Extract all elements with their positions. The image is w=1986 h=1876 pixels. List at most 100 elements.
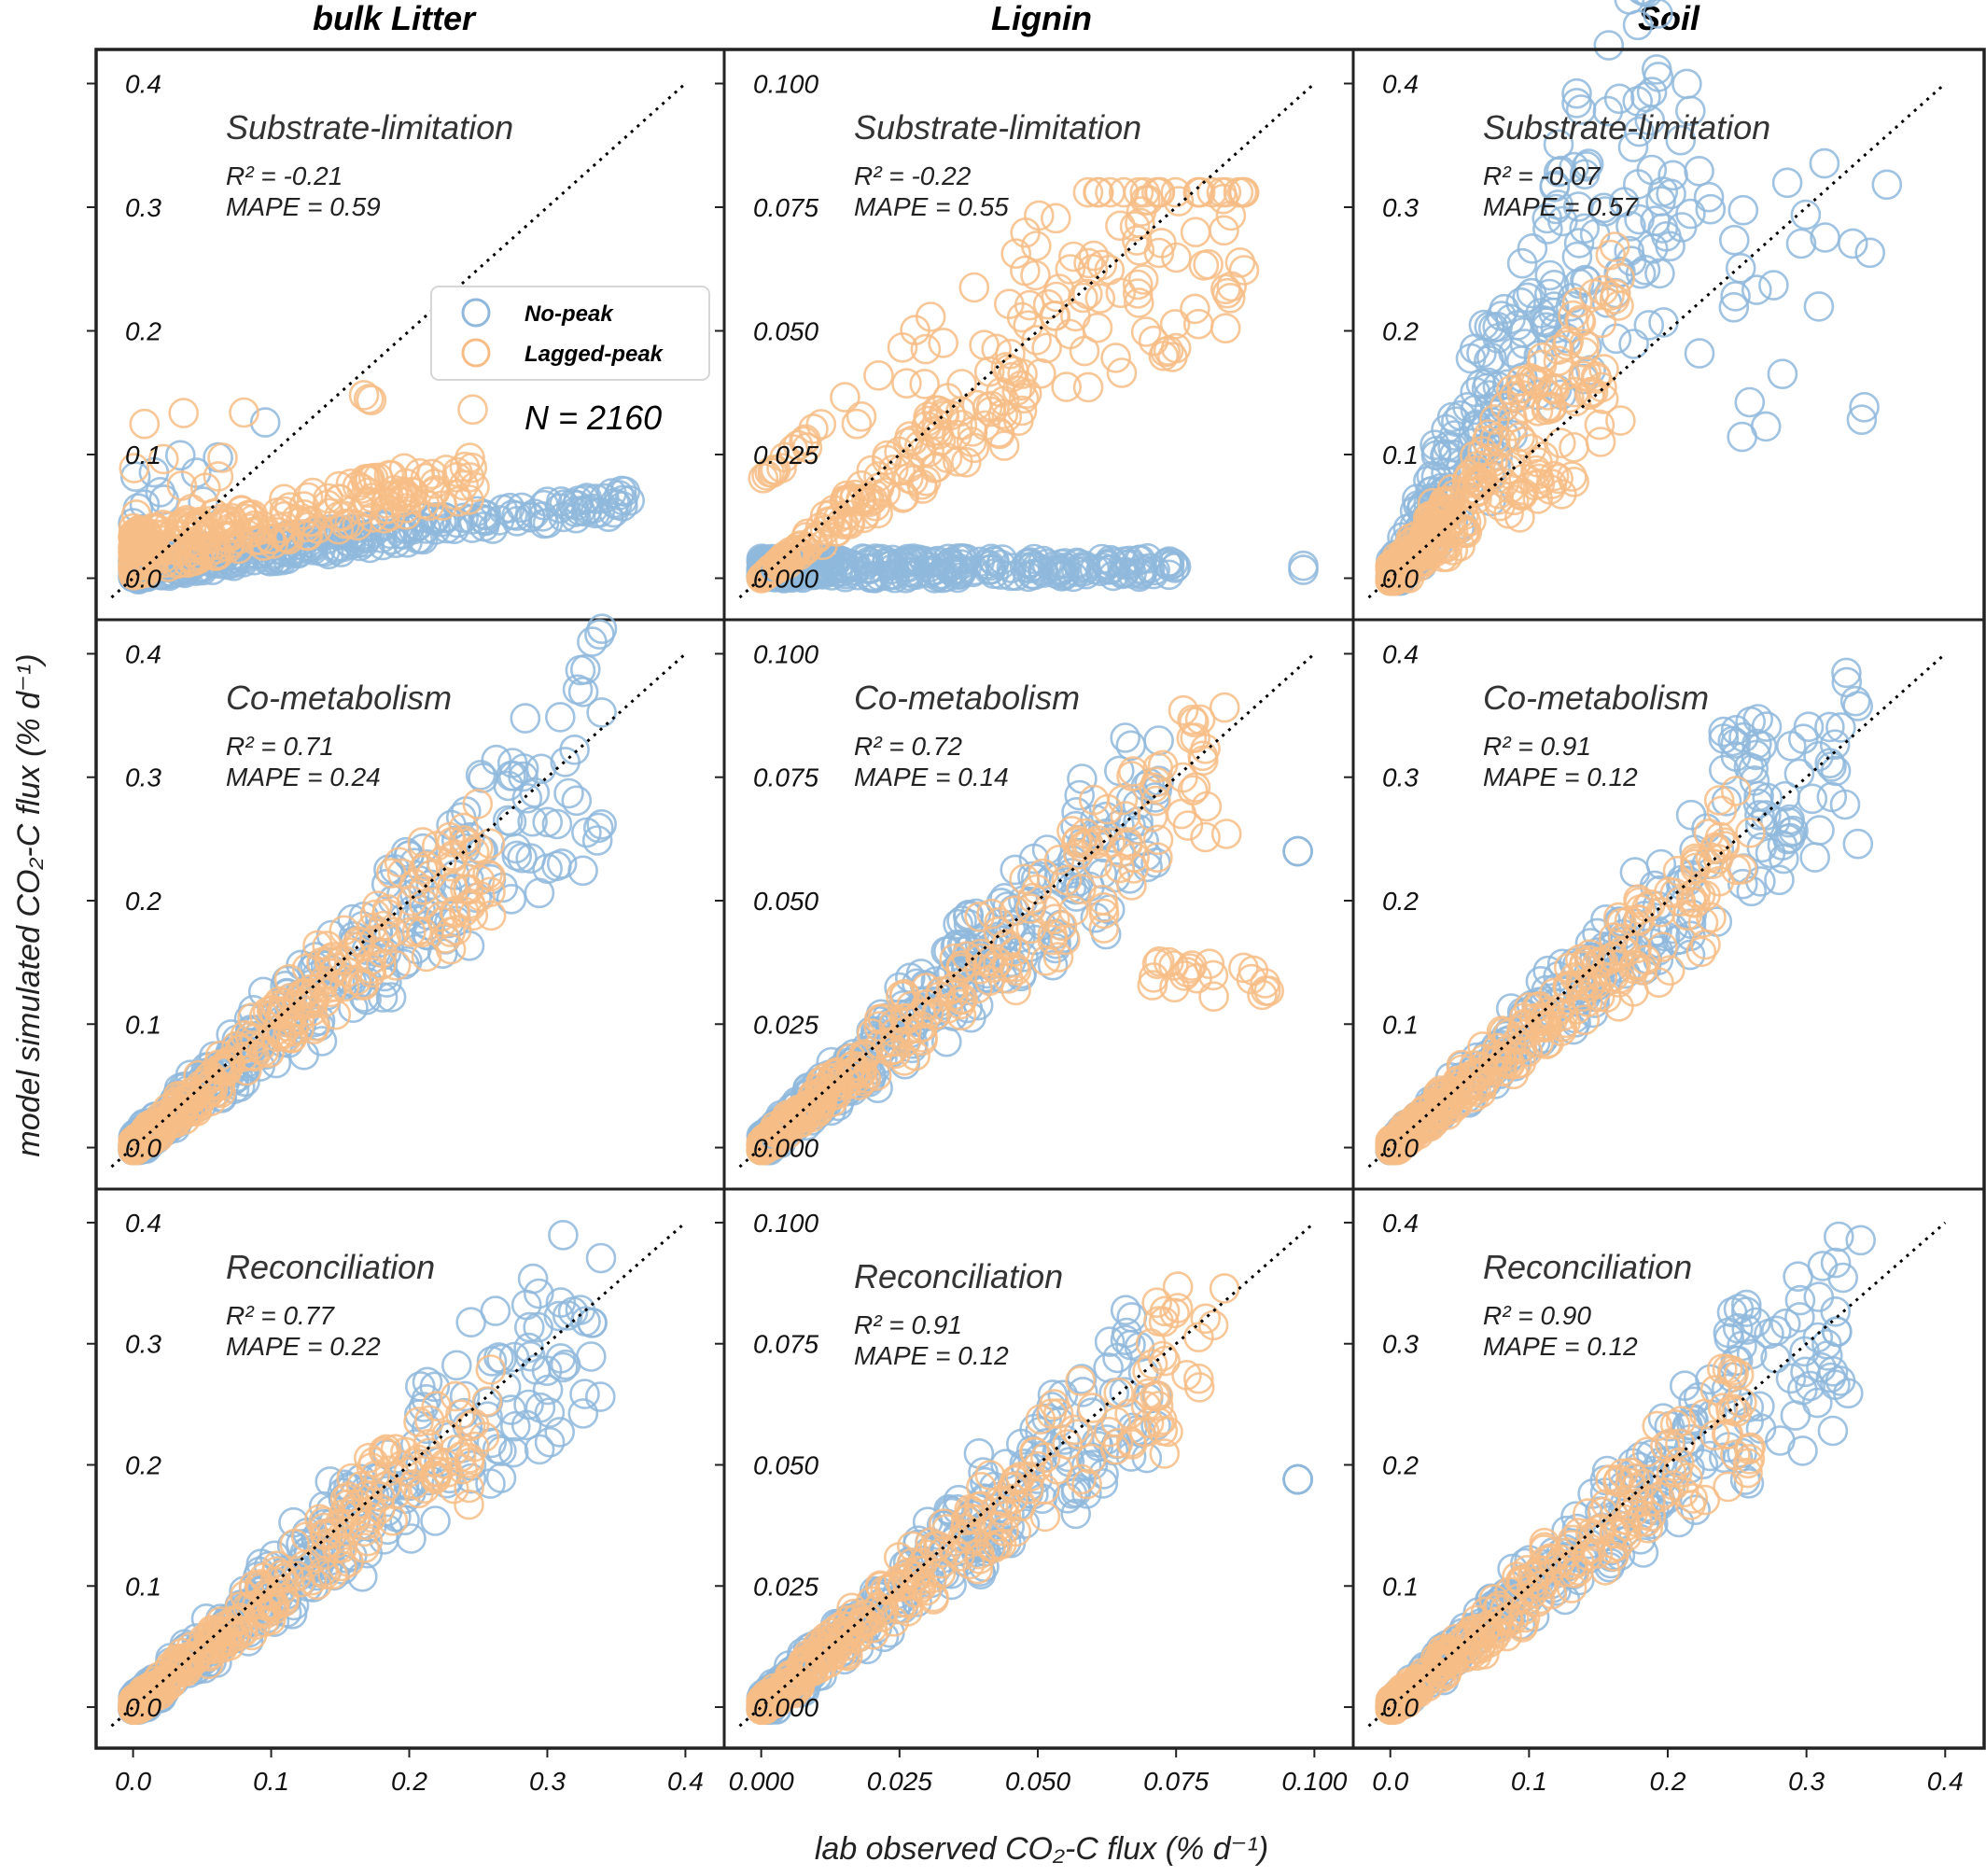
no-peak-point <box>609 476 641 508</box>
lagged-peak-point <box>199 529 230 561</box>
lagged-peak-point <box>158 518 189 550</box>
lagged-peak-point <box>1224 246 1256 278</box>
lagged-peak-point <box>777 537 809 568</box>
no-peak-point <box>1624 203 1655 235</box>
scatter-panel-0-1: 0.0000.0250.0500.0750.100Substrate-limit… <box>715 48 1355 622</box>
points-group <box>1375 657 1874 1166</box>
lagged-peak-point <box>1084 283 1116 315</box>
no-peak-point <box>1614 0 1645 15</box>
no-peak-point <box>1532 214 1563 245</box>
points-group <box>1375 0 1903 596</box>
lagged-peak-point <box>383 481 413 512</box>
no-peak-point <box>1854 237 1885 269</box>
lagged-peak-point <box>254 524 286 554</box>
lagged-peak-point <box>915 301 946 332</box>
lagged-peak-point <box>1543 463 1573 495</box>
lagged-peak-point <box>1072 278 1103 310</box>
lagged-peak-point <box>272 522 302 553</box>
lagged-peak-point <box>1559 376 1590 408</box>
no-peak-point <box>986 549 1016 581</box>
lagged-peak-point <box>353 477 385 509</box>
lagged-peak-point <box>871 444 902 476</box>
lagged-peak-point <box>328 500 359 531</box>
lagged-peak-point <box>1506 372 1538 404</box>
lagged-peak-point <box>1124 287 1154 318</box>
r2-label: R² = 0.77 <box>226 1301 335 1330</box>
no-peak-point <box>1871 169 1903 201</box>
no-peak-point <box>249 407 281 438</box>
lagged-peak-point <box>790 424 821 455</box>
no-peak-point <box>1633 310 1665 341</box>
y-tick-label: 0.4 <box>125 639 161 668</box>
x-tick-label: 0.3 <box>529 1767 566 1796</box>
lagged-peak-point <box>1499 381 1530 412</box>
lagged-peak-point <box>1161 242 1192 273</box>
no-peak-point <box>1460 376 1490 408</box>
no-peak-point <box>571 483 603 513</box>
no-peak-point <box>1593 30 1625 61</box>
r2-label: R² = -0.22 <box>854 161 972 190</box>
no-peak-point <box>1561 241 1593 273</box>
column-title-lignin: Lignin <box>991 0 1092 37</box>
lagged-peak-point <box>1123 176 1154 208</box>
lagged-peak-point <box>207 442 238 473</box>
lagged-peak-point <box>1479 404 1510 435</box>
lagged-peak-point <box>951 446 982 478</box>
no-peak-point <box>1561 88 1592 119</box>
no-peak-point <box>585 1242 617 1274</box>
lagged-peak-point <box>119 453 150 483</box>
lagged-peak-point <box>148 443 179 475</box>
lagged-peak-point <box>1531 394 1562 426</box>
lagged-peak-point <box>1122 225 1153 256</box>
lagged-peak-point <box>877 454 909 485</box>
x-tick-label: 0.0 <box>115 1767 151 1796</box>
lagged-peak-point <box>1180 217 1211 247</box>
lagged-peak-point <box>891 368 922 399</box>
lagged-peak-point <box>1578 278 1610 310</box>
y-tick-label: 0.0 <box>125 1693 161 1722</box>
lagged-peak-point <box>1032 288 1064 320</box>
lagged-peak-point <box>1031 332 1062 364</box>
y-tick-label: 0.0 <box>1382 565 1419 594</box>
y-tick-label: 0.4 <box>125 1209 161 1238</box>
lagged-peak-point <box>1543 334 1574 365</box>
no-peak-point <box>1282 1463 1313 1495</box>
y-tick-label: 0.050 <box>753 887 818 916</box>
lagged-peak-point <box>1585 427 1616 457</box>
lagged-peak-point <box>1094 254 1126 286</box>
lagged-peak-point <box>1182 308 1214 340</box>
mape-label: MAPE = 0.57 <box>1483 192 1639 221</box>
r2-label: R² = 0.71 <box>226 732 334 761</box>
r2-label: R² = -0.07 <box>1483 161 1601 190</box>
no-peak-point <box>1573 148 1604 179</box>
points-group <box>118 1220 617 1725</box>
lagged-peak-point <box>809 514 841 546</box>
no-peak-point <box>1042 554 1073 585</box>
lagged-peak-point <box>1127 264 1159 295</box>
no-peak-point <box>1718 291 1750 323</box>
lagged-peak-point <box>1026 357 1056 389</box>
no-peak-point <box>485 1463 517 1493</box>
lagged-peak-point <box>1565 306 1597 338</box>
lagged-peak-point <box>120 556 151 588</box>
lagged-peak-point <box>1376 565 1406 595</box>
no-peak-point <box>1671 68 1702 100</box>
lagged-peak-point <box>1414 503 1446 535</box>
lagged-peak-point <box>1055 254 1086 285</box>
no-peak-point <box>1420 435 1452 467</box>
y-tick-label: 0.2 <box>1382 317 1419 346</box>
y-tick-label: 0.2 <box>125 317 161 346</box>
no-peak-point <box>1758 270 1789 301</box>
lagged-peak-point <box>195 517 226 549</box>
lagged-peak-point <box>1100 343 1131 373</box>
lagged-peak-point <box>1083 176 1113 208</box>
lagged-peak-point <box>457 394 488 426</box>
lagged-peak-point <box>1599 231 1630 262</box>
lagged-peak-point <box>798 413 829 444</box>
lagged-peak-point <box>906 469 938 500</box>
no-peak-point <box>1617 132 1649 162</box>
lagged-peak-point <box>975 396 1006 427</box>
